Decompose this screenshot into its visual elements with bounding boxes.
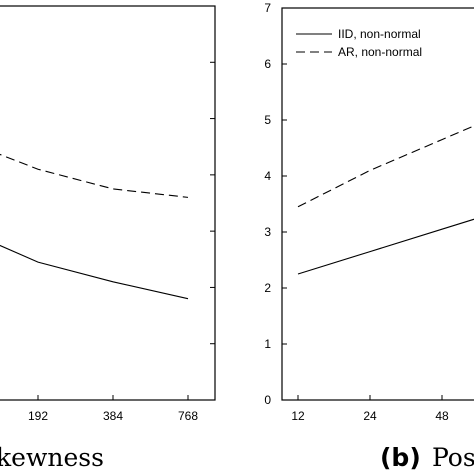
x-tick-label: 12 xyxy=(291,409,305,423)
series-line-solid xyxy=(0,244,189,300)
x-tick-label: 24 xyxy=(363,409,377,423)
legend-label: IID, non-normal xyxy=(338,27,421,41)
panel-b-caption-label: (b) xyxy=(380,443,421,472)
y-tick-label: 2 xyxy=(264,281,271,295)
y-tick-label: 7 xyxy=(264,1,271,15)
x-tick-label: 384 xyxy=(103,409,123,423)
y-tick-label: 5 xyxy=(264,113,271,127)
y-tick-label: 0 xyxy=(264,393,271,407)
y-tick-label: 3 xyxy=(264,225,271,239)
panel-a: 192 384 768 xyxy=(0,5,216,423)
x-tick-label: 48 xyxy=(435,409,449,423)
series-line-dashed xyxy=(0,153,189,198)
plot-frame xyxy=(0,5,216,401)
series-line-solid xyxy=(297,218,474,275)
x-tick-label: 768 xyxy=(178,409,198,423)
legend-label: AR, non-normal xyxy=(338,45,422,59)
series-line-dashed xyxy=(297,125,474,208)
y-tick-label: 1 xyxy=(264,337,271,351)
y-tick-label: 6 xyxy=(264,57,271,71)
plot-frame xyxy=(281,7,474,401)
y-tick-label: 4 xyxy=(264,169,271,183)
x-tick-label: 192 xyxy=(28,409,48,423)
panel-b-caption: Pos xyxy=(432,443,474,472)
legend: IID, non-normal AR, non-normal xyxy=(296,27,422,59)
panel-a-caption: kewness xyxy=(0,443,104,472)
